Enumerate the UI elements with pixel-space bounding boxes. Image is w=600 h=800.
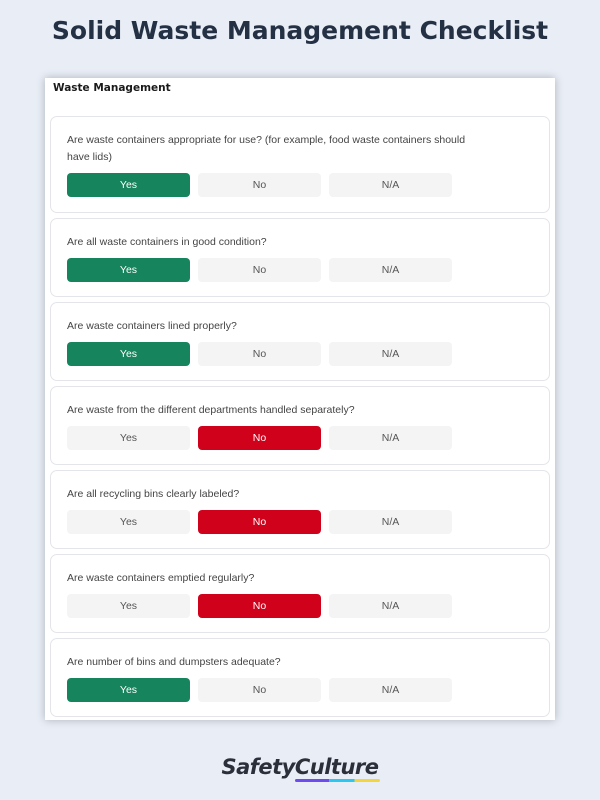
answer-buttons: Yes No N/A: [67, 594, 533, 618]
yes-button[interactable]: Yes: [67, 258, 190, 282]
page-title: Solid Waste Management Checklist: [51, 16, 549, 45]
question-text: Are waste from the different departments…: [67, 404, 355, 416]
no-button[interactable]: No: [198, 426, 321, 450]
safetyculture-logo: SafetyCulture: [221, 755, 379, 779]
na-button[interactable]: N/A: [329, 258, 452, 282]
no-button[interactable]: No: [198, 342, 321, 366]
no-button[interactable]: No: [198, 510, 321, 534]
question-text: Are waste containers appropriate for use…: [67, 134, 466, 163]
no-button[interactable]: No: [198, 594, 321, 618]
checklist-panel: Waste Management Are waste containers ap…: [45, 78, 555, 720]
no-button[interactable]: No: [198, 258, 321, 282]
question-card: Are number of bins and dumpsters adequat…: [50, 638, 550, 717]
question-text: Are number of bins and dumpsters adequat…: [67, 656, 281, 668]
question-card: Are all recycling bins clearly labeled? Y…: [50, 470, 550, 549]
question-card: Are waste containers lined properly? Yes N…: [50, 302, 550, 381]
yes-button[interactable]: Yes: [67, 594, 190, 618]
yes-button[interactable]: Yes: [67, 426, 190, 450]
na-button[interactable]: N/A: [329, 173, 452, 197]
question-card: Are waste from the different departments…: [50, 386, 550, 465]
logo-underline: [295, 779, 380, 782]
question-card: Are waste containers appropriate for use…: [50, 116, 550, 213]
na-button[interactable]: N/A: [329, 594, 452, 618]
question-card: Are all waste containers in good conditi…: [50, 218, 550, 297]
yes-button[interactable]: Yes: [67, 678, 190, 702]
yes-button[interactable]: Yes: [67, 173, 190, 197]
answer-buttons: Yes No N/A: [67, 258, 533, 282]
question-text: Are all recycling bins clearly labeled?: [67, 488, 240, 500]
question-text: Are all waste containers in good conditi…: [67, 236, 267, 248]
no-button[interactable]: No: [198, 678, 321, 702]
question-text: Are waste containers emptied regularly?: [67, 572, 255, 584]
question-text: Are waste containers lined properly?: [67, 320, 237, 332]
na-button[interactable]: N/A: [329, 678, 452, 702]
na-button[interactable]: N/A: [329, 510, 452, 534]
answer-buttons: Yes No N/A: [67, 342, 533, 366]
section-title: Waste Management: [53, 82, 171, 94]
question-card: Are waste containers emptied regularly? Y…: [50, 554, 550, 633]
question-list: Are waste containers appropriate for use…: [50, 116, 550, 717]
yes-button[interactable]: Yes: [67, 342, 190, 366]
answer-buttons: Yes No N/A: [67, 678, 533, 702]
na-button[interactable]: N/A: [329, 342, 452, 366]
answer-buttons: Yes No N/A: [67, 173, 533, 197]
answer-buttons: Yes No N/A: [67, 510, 533, 534]
yes-button[interactable]: Yes: [67, 510, 190, 534]
answer-buttons: Yes No N/A: [67, 426, 533, 450]
no-button[interactable]: No: [198, 173, 321, 197]
na-button[interactable]: N/A: [329, 426, 452, 450]
